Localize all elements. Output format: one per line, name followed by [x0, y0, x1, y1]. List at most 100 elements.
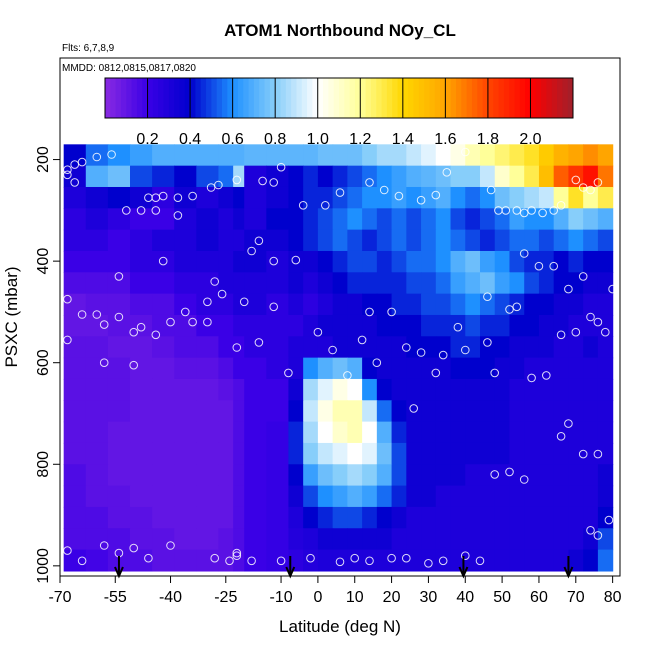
heatmap-cell	[233, 144, 245, 167]
sample-point	[328, 345, 337, 355]
colorbar-segment	[211, 78, 218, 118]
sample-point	[538, 208, 547, 218]
heatmap-cell	[107, 272, 131, 295]
heatmap-cell	[465, 208, 481, 231]
heatmap-cell	[406, 528, 422, 551]
heatmap-cell	[244, 528, 267, 551]
heatmap-cell	[583, 293, 599, 316]
sample-point	[70, 178, 79, 187]
sample-point	[321, 201, 330, 210]
heatmap-cell	[450, 442, 466, 465]
colorbar-segment	[115, 78, 122, 118]
colorbar-segment	[206, 78, 212, 118]
heatmap-cell	[233, 272, 245, 295]
sample-point	[438, 556, 448, 566]
heatmap-cell	[107, 400, 131, 423]
heatmap-cell	[509, 229, 525, 252]
colorbar-segment	[471, 78, 478, 118]
heatmap-cell	[244, 208, 267, 231]
heatmap-cell	[391, 229, 407, 252]
heatmap-cell	[130, 144, 153, 167]
heatmap-cell	[317, 314, 334, 337]
heatmap-cell	[174, 293, 197, 316]
heatmap-cell	[85, 144, 109, 167]
heatmap-cell	[524, 506, 540, 529]
sample-point	[578, 272, 588, 281]
heatmap-cell	[435, 314, 452, 337]
heatmap-cell	[465, 357, 481, 380]
heatmap-cell	[376, 485, 393, 508]
heatmap-cell	[174, 485, 197, 508]
heatmap-cell	[362, 144, 378, 167]
heatmap-cell	[303, 464, 319, 487]
heatmap-cell	[524, 272, 540, 295]
heatmap-cell	[233, 208, 245, 231]
heatmap-cell	[218, 144, 234, 167]
heatmap-cell	[266, 442, 290, 465]
heatmap-cell	[266, 165, 290, 188]
heatmap-cell	[174, 378, 197, 401]
heatmap-cell	[174, 165, 197, 188]
sample-point	[593, 449, 603, 459]
heatmap-cell	[288, 144, 304, 167]
heatmap-cell	[218, 186, 234, 209]
heatmap-cell	[553, 314, 570, 337]
x-tick-label: 50	[493, 589, 511, 606]
heatmap-cell	[85, 400, 109, 423]
sample-point	[564, 284, 573, 294]
heatmap-cell	[303, 293, 319, 316]
heatmap-cell	[480, 272, 496, 295]
sample-point	[129, 327, 138, 337]
heatmap-cell	[233, 378, 245, 401]
sample-point	[92, 310, 102, 319]
x-tick-label: -40	[159, 589, 182, 606]
heatmap-cell	[583, 485, 599, 508]
colorbar-segment	[312, 78, 319, 118]
sample-point	[181, 307, 190, 317]
colorbar-segment	[291, 78, 297, 118]
heatmap-cell	[303, 549, 319, 572]
flights-label: Flts: 6,7,8,9	[62, 43, 115, 54]
heatmap-cell	[244, 400, 267, 423]
heatmap-cell	[362, 506, 378, 529]
heatmap-cell	[196, 293, 220, 316]
heatmap-cell	[288, 528, 304, 551]
heatmap-cell	[218, 400, 234, 423]
heatmap-cell	[450, 229, 466, 252]
heatmap-cell	[568, 336, 584, 359]
heatmap-cell	[332, 186, 348, 209]
heatmap-cell	[362, 250, 378, 273]
heatmap-cell	[152, 144, 175, 167]
heatmap-cell	[362, 208, 378, 231]
heatmap-cell	[597, 314, 614, 337]
heatmap-cell	[553, 378, 570, 401]
heatmap-cell	[317, 378, 334, 401]
heatmap-cell	[362, 293, 378, 316]
sample-point	[136, 206, 146, 215]
sample-point	[556, 330, 566, 340]
heatmap-cell	[524, 528, 540, 551]
heatmap-cell	[465, 378, 481, 401]
colorbar-segment	[105, 78, 111, 118]
heatmap-cell	[450, 400, 466, 423]
heatmap-cell	[130, 528, 153, 551]
sample-point	[77, 556, 87, 566]
sample-point	[217, 289, 227, 299]
heatmap-cell	[266, 400, 290, 423]
heatmap-cell	[130, 250, 153, 273]
colorbar-segment	[307, 78, 313, 118]
colorbar-segment	[110, 78, 117, 118]
heatmap-cell	[524, 400, 540, 423]
heatmap-cell	[288, 506, 304, 529]
heatmap-cell	[450, 186, 466, 209]
heatmap-cell	[218, 506, 234, 529]
heatmap-cell	[480, 421, 496, 444]
heatmap-cell	[391, 208, 407, 231]
sample-point	[151, 206, 161, 215]
sample-point	[365, 307, 374, 317]
heatmap-cell	[266, 357, 290, 380]
colorbar-segment	[136, 78, 143, 118]
heatmap-cell	[421, 165, 437, 188]
heatmap-cell	[266, 208, 290, 231]
heatmap-cell	[85, 528, 109, 551]
